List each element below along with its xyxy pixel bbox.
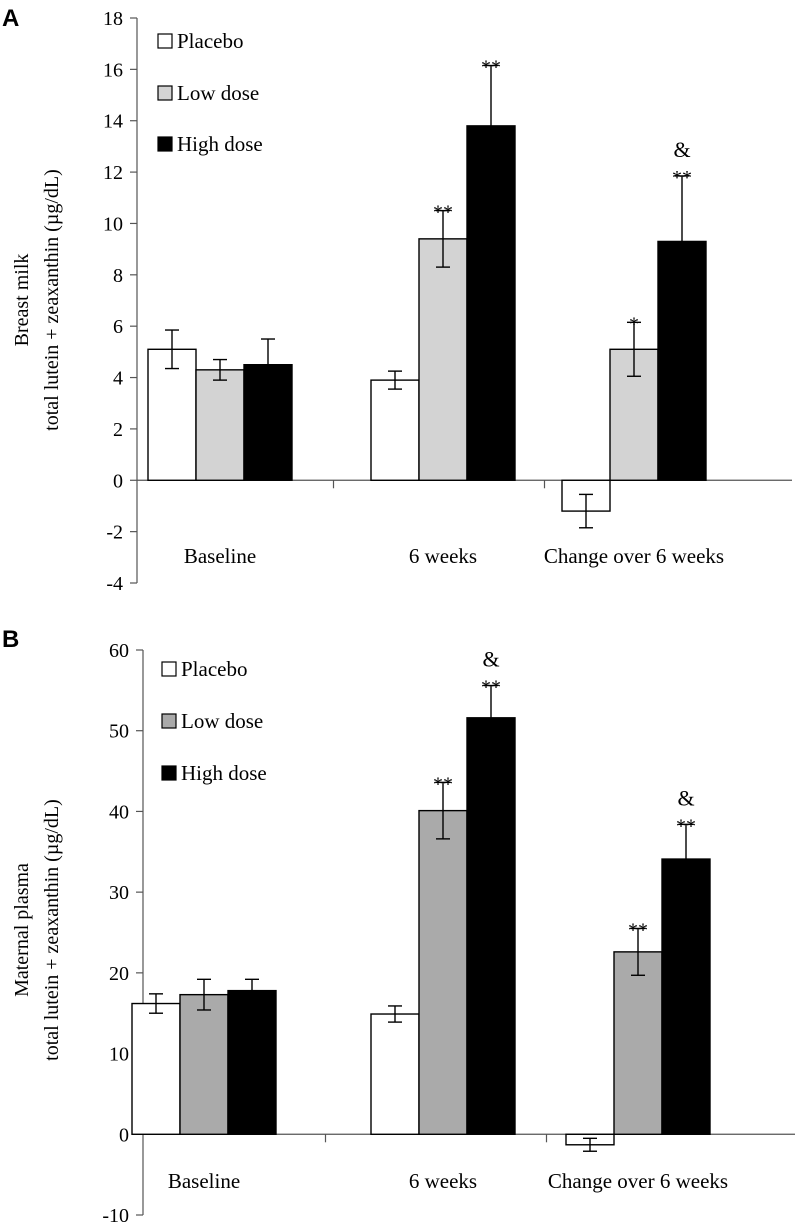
y-tick-label: 4 [113,368,123,390]
y-tick-label: 6 [113,316,123,338]
y-tick-label: 2 [113,419,123,441]
y-tick-label: 18 [103,8,123,30]
bar-low-dose [418,238,468,481]
legend-label: Low dose [181,709,263,733]
bar-placebo [147,348,197,481]
y-axis-label-line1: Breast milk [11,254,33,347]
significance-stars: ** [676,815,696,837]
y-tick-label: 20 [109,963,129,985]
legend-swatch [157,85,173,101]
legend-label: Low dose [177,81,259,105]
y-axis-label-line1: Maternal plasma [11,863,33,997]
significance-stars: ** [481,57,501,79]
y-tick-label: 40 [109,801,129,823]
bar-placebo [370,1013,420,1135]
significance-ampersand: & [482,647,499,672]
bar-placebo [370,379,420,481]
y-tick-label: 14 [103,111,123,133]
significance-stars: ** [672,167,692,189]
significance-ampersand: & [677,785,694,810]
significance-stars: ** [628,919,648,941]
y-tick-label: -2 [106,522,123,544]
legend-swatch [157,33,173,49]
y-tick-label: 16 [103,59,123,81]
y-axis-label-line2: total lutein + zeaxanthin (µg/dL) [41,799,63,1061]
y-axis-label-group: Maternal plasma total lutein + zeaxanthin… [11,799,63,1061]
y-tick-label: 0 [119,1124,129,1146]
y-tick-label: 12 [103,162,123,184]
significance-stars: ** [433,773,453,795]
y-tick-label: 60 [109,640,129,662]
bar-high-dose [466,717,516,1135]
bar-high-dose [661,858,711,1135]
y-tick-label: 10 [103,213,123,235]
y-tick-label: 0 [113,470,123,492]
category-label: Baseline [168,1169,240,1193]
bar-placebo [131,1002,181,1135]
y-tick-label: -10 [102,1205,129,1225]
y-tick-label: 50 [109,721,129,743]
significance-stars: * [629,313,639,335]
bar-low-dose [613,951,663,1135]
legend-label: Placebo [181,657,247,681]
significance-ampersand: & [673,137,690,162]
y-tick-label: -4 [106,573,123,595]
y-tick-label: 30 [109,882,129,904]
legend-swatch [157,136,173,152]
legend-swatch [161,765,177,781]
y-axis-label-group: Breast milk total lutein + zeaxanthin (µg… [11,169,63,431]
y-tick-label: 10 [109,1044,129,1066]
category-label: 6 weeks [409,544,477,568]
legend-label: High dose [181,761,267,785]
bar-high-dose [227,989,277,1135]
legend-label: High dose [177,132,263,156]
panel-letter: B [2,626,19,653]
bar-low-dose [418,809,468,1135]
category-label: Baseline [184,544,256,568]
significance-stars: ** [433,202,453,224]
legend-swatch [161,661,177,677]
legend-label: Placebo [177,29,243,53]
y-tick-label: 8 [113,265,123,287]
y-axis-label-line2: total lutein + zeaxanthin (µg/dL) [41,169,63,431]
significance-stars: ** [481,677,501,699]
legend-swatch [161,713,177,729]
category-label: Change over 6 weeks [544,544,724,568]
bar-low-dose [195,369,245,481]
panel-letter: A [2,5,19,32]
category-label: Change over 6 weeks [548,1169,728,1193]
category-label: 6 weeks [409,1169,477,1193]
bar-low-dose [179,993,229,1135]
